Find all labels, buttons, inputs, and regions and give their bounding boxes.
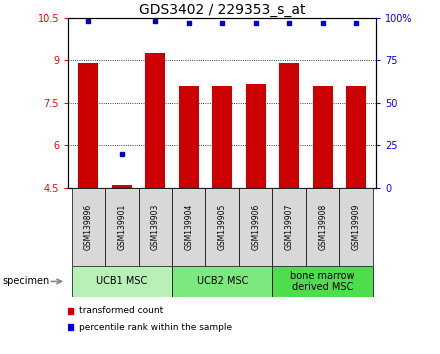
Text: specimen: specimen (2, 276, 49, 286)
Bar (172, 266, 272, 297)
Text: GSM139904: GSM139904 (184, 203, 193, 250)
Bar (105, 188, 139, 266)
Bar (212, 86, 232, 188)
Bar (246, 84, 266, 188)
Bar (72, 188, 105, 266)
Bar (279, 63, 299, 188)
Text: percentile rank within the sample: percentile rank within the sample (79, 323, 232, 332)
Bar (172, 188, 205, 266)
Text: GSM139909: GSM139909 (352, 203, 361, 250)
Text: GSM139901: GSM139901 (117, 204, 126, 250)
Text: bone marrow
derived MSC: bone marrow derived MSC (290, 270, 355, 292)
Bar (78, 63, 98, 188)
Text: UCB2 MSC: UCB2 MSC (197, 276, 248, 286)
Text: GSM139908: GSM139908 (318, 204, 327, 250)
Bar (306, 188, 339, 266)
Text: GSM139906: GSM139906 (251, 203, 260, 250)
Bar (139, 188, 172, 266)
Title: GDS3402 / 229353_s_at: GDS3402 / 229353_s_at (139, 3, 305, 17)
Bar (145, 53, 165, 188)
Bar (272, 266, 373, 297)
Bar (205, 188, 239, 266)
Text: GSM139903: GSM139903 (151, 203, 160, 250)
Bar (312, 86, 333, 188)
Bar (179, 86, 199, 188)
Text: transformed count: transformed count (79, 306, 163, 315)
Text: GSM139907: GSM139907 (285, 203, 293, 250)
Bar (72, 266, 172, 297)
Bar (239, 188, 272, 266)
Text: UCB1 MSC: UCB1 MSC (96, 276, 147, 286)
Bar (346, 86, 366, 188)
Bar (112, 185, 132, 188)
Bar (272, 188, 306, 266)
Text: GSM139896: GSM139896 (84, 204, 93, 250)
Bar (339, 188, 373, 266)
Text: GSM139905: GSM139905 (218, 203, 227, 250)
